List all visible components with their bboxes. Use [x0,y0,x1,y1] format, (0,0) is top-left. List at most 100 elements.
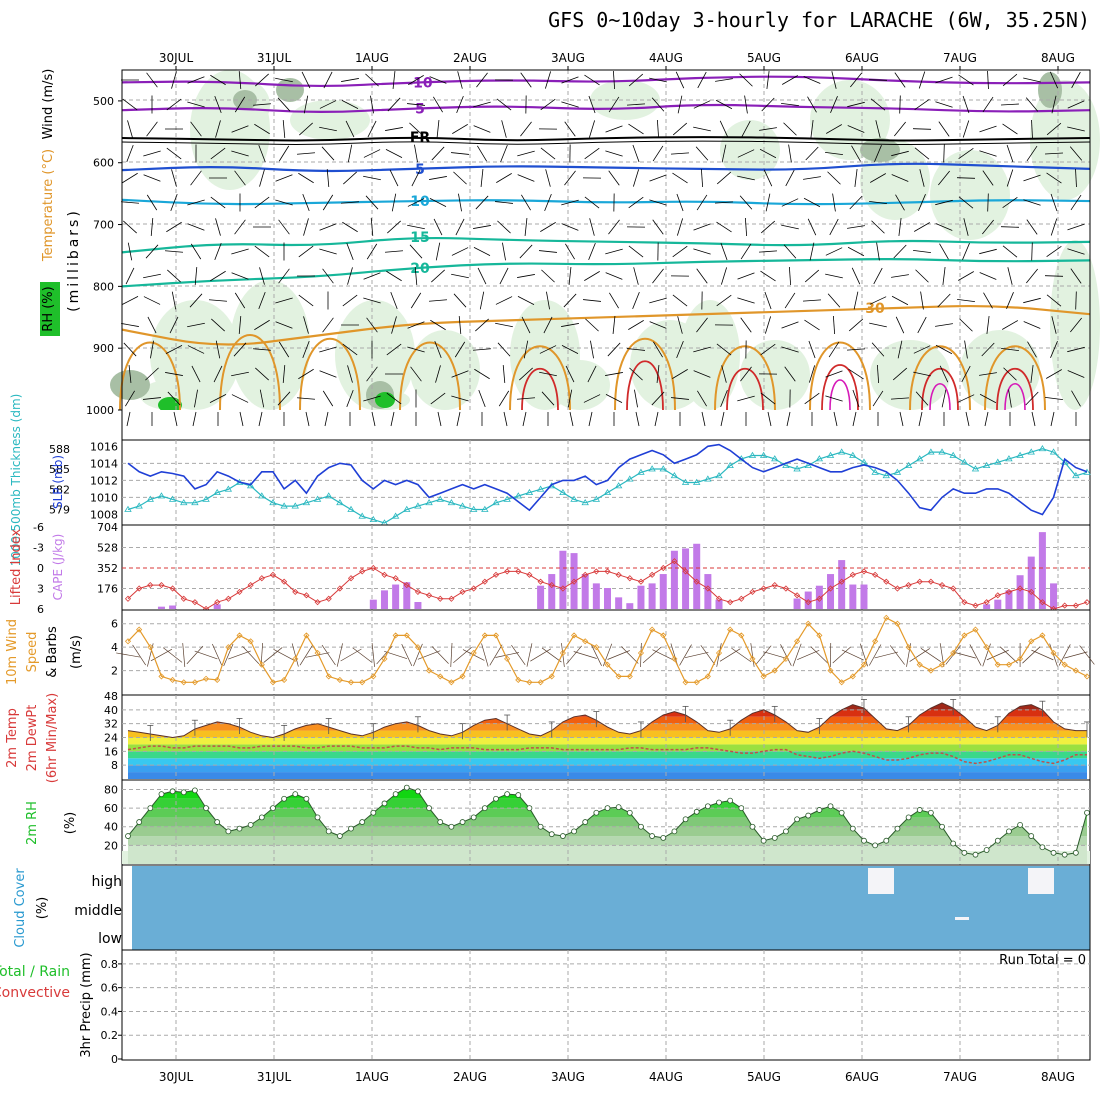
wind-marker [258,661,265,668]
wind-barb [804,319,820,331]
wind-barb [277,391,291,406]
wind-barb [127,242,133,261]
wind-barb [496,98,512,111]
precip-ticks: 0.8 0.6 0.4 0.2 0 [101,958,122,1066]
thickness-marker [916,455,924,462]
cape-bar [626,603,634,609]
wind-barb [391,316,397,334]
li-tick-label: 0 [37,562,44,575]
wind-marker [816,632,823,639]
rh-label-box: RH (%) [40,282,60,336]
wind-barb [1050,341,1058,358]
rh-marker [916,807,923,813]
wind-marker [325,673,332,680]
cape-bar [581,574,589,609]
thickness-marker [849,451,857,458]
surface-barb [833,411,838,427]
wind-marker [202,675,210,682]
wind-barb [715,99,733,110]
wind-marker [794,638,801,645]
wind-barb [1067,370,1085,378]
wind-barb [561,101,579,108]
rh-marker [270,805,276,811]
wind-barb-10m [511,644,526,666]
wind-marker [526,679,533,686]
isotherm-label: 10 [410,194,430,210]
wind-barb [846,348,866,351]
li-marker [771,582,778,589]
wind-barb [627,348,645,351]
wind-marker [537,679,544,686]
wind-barb [918,71,926,89]
wind-barb [935,101,953,108]
thickness-marker [837,448,846,455]
li-tick-label: 3 [37,583,44,596]
wind-barb [407,103,425,106]
wind-barb [672,122,688,136]
wind-barb [979,393,997,404]
wind-barb [957,299,975,302]
wind-marker [682,679,689,686]
wind-barb-10m [566,645,583,665]
precip-frame [121,949,1091,1061]
thickness-marker [960,458,969,465]
wind-barb [632,169,640,187]
wind-barb [825,247,843,256]
wind-barb [605,248,623,255]
wind-barb [672,245,688,258]
surface-barb [192,411,197,427]
wind-barb-10m [889,645,905,665]
thickness-marker [982,461,991,469]
wind-barb [497,342,511,357]
rh-marker [493,795,499,802]
wind-barb [783,122,797,136]
thickness-marker [826,451,835,458]
wind-barb [452,124,468,134]
wind-barb [187,223,205,231]
rh-marker [381,800,388,807]
wind-barb [259,169,265,187]
wind-marker [437,673,444,680]
li-marker [470,585,477,592]
temp-label-3: (6hr Min/Max) [45,693,60,783]
thickness-marker [681,478,690,485]
wind-barb [612,70,616,90]
wind-barb [697,390,707,407]
wind-barb [962,120,970,138]
rh-marker [526,805,533,811]
li-marker [426,592,433,599]
wind-marker [548,673,555,680]
wind-barb [346,242,354,261]
wind-barb [275,321,293,329]
wind-barb [1006,169,1014,187]
wind-barb [544,71,552,89]
temp-band [128,765,1087,773]
slp-ticks: 1016 1014 1012 1010 1008 588 585 582 579 [49,440,118,521]
wind-barb [676,341,684,358]
wind-barb [231,371,249,377]
rh-marker [805,812,812,819]
wind-barb [347,365,353,383]
wind-barb [915,391,929,406]
wind-barb [341,100,359,109]
wind-barb [540,98,556,111]
thickness-marker [1027,448,1035,455]
wind-barb [935,344,953,355]
wind-barb [407,224,425,230]
wind-marker [894,620,901,627]
wind-barb [231,272,249,280]
wind-barb [1007,267,1013,285]
wind-barb [1023,174,1041,182]
li-marker [849,571,856,578]
thickness-marker [246,482,255,489]
wind-barb [719,120,729,138]
wind-barb [829,218,839,236]
wind-barb [303,218,309,236]
surface-barb [918,411,923,427]
wind-marker [292,655,299,662]
isotherm-10 [121,198,1091,206]
wind-barb [370,217,374,237]
rh-marker [437,819,444,825]
wind-barb [785,169,795,187]
